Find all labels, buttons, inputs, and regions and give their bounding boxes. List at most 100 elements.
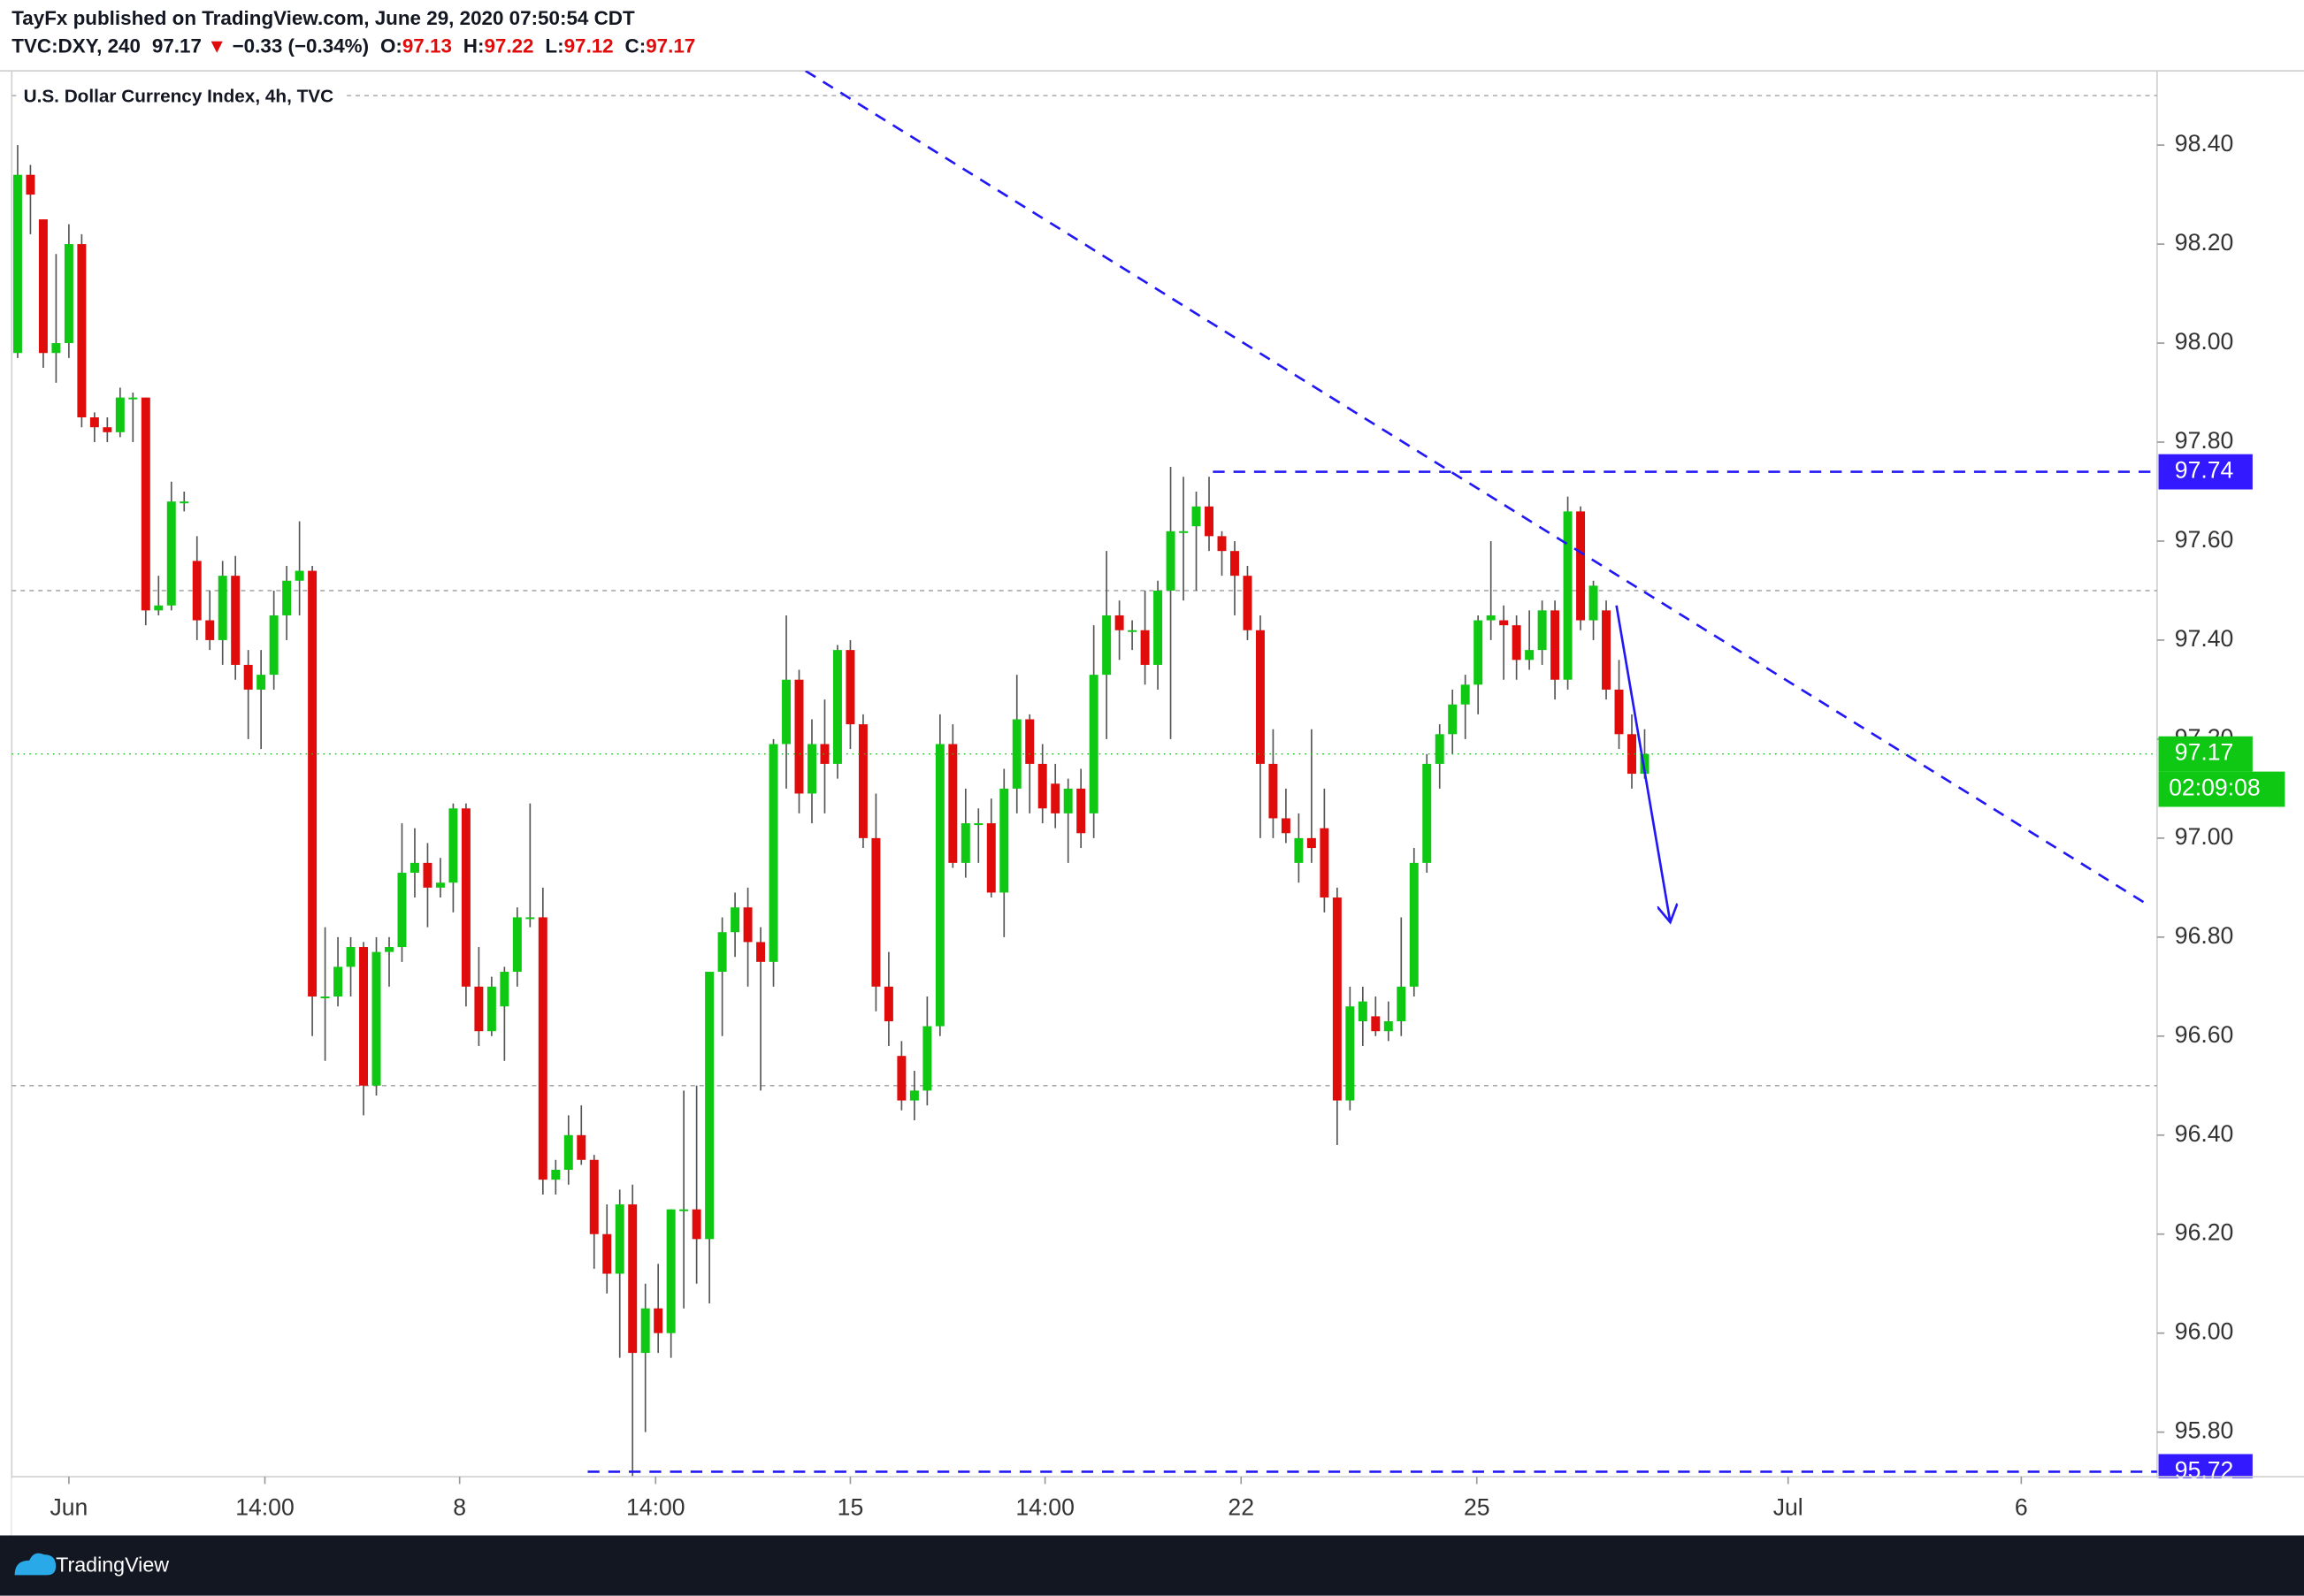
last-price: 97.17 [152, 34, 202, 57]
candle-body [1537, 610, 1547, 651]
logo-icon [14, 1553, 57, 1576]
candle-body [1550, 610, 1560, 680]
candle-body [448, 808, 458, 883]
chart-title: U.S. Dollar Currency Index, 4h, TVC [24, 87, 334, 107]
candle-body [1076, 788, 1086, 834]
candle-body [1409, 862, 1419, 987]
candle-body [1229, 551, 1239, 577]
x-tick-label: 8 [453, 1494, 466, 1521]
candle-body [38, 219, 48, 354]
candle-body [628, 1204, 638, 1354]
candle-body [218, 576, 227, 640]
candle-body [1268, 763, 1278, 819]
candle-body [410, 862, 419, 874]
candle-body [243, 664, 253, 690]
publisher-line: TayFx published on TradingView.com, June… [11, 7, 635, 29]
candle-body [897, 1056, 907, 1101]
candle-body [359, 947, 369, 1086]
y-tick-label: 97.80 [2175, 427, 2234, 454]
candle-body [205, 620, 215, 640]
candle-body [705, 972, 715, 1240]
candle-body [1627, 734, 1636, 775]
candle-body [26, 174, 35, 195]
candle-body [871, 837, 881, 987]
candle-body [1037, 763, 1047, 809]
last-price-badge [2158, 736, 2253, 772]
y-tick-label: 95.80 [2175, 1417, 2234, 1444]
candle-body [397, 873, 407, 948]
candle-body [1205, 506, 1213, 537]
candle-body [154, 605, 164, 611]
candle-body [717, 932, 727, 973]
candle-body [1255, 630, 1265, 764]
candle-body [1435, 734, 1444, 764]
candle-body [602, 1233, 612, 1274]
candle-body [1166, 531, 1175, 591]
candle-body [115, 397, 125, 432]
candle-body [769, 744, 778, 962]
close-value: 97.17 [646, 34, 695, 57]
candle-body [1243, 576, 1252, 630]
candle-body [1153, 590, 1163, 665]
candle-body [77, 244, 87, 418]
low-label: L: [545, 34, 563, 57]
price-badge [2158, 454, 2253, 490]
candle-body [1217, 536, 1227, 552]
candle-body [756, 942, 766, 962]
change-arrow: ▼ [207, 34, 226, 57]
candle-body [423, 862, 432, 888]
candle-body [1371, 1016, 1381, 1032]
candle-body [986, 823, 996, 893]
candle-body [180, 501, 189, 504]
candle-body [538, 917, 547, 1180]
candle-body [486, 986, 496, 1032]
candle-body [474, 986, 484, 1032]
candle-body [679, 1209, 689, 1211]
y-tick-label: 98.20 [2175, 229, 2234, 256]
y-tick-label: 96.00 [2175, 1318, 2234, 1345]
countdown-label: 02:09:08 [2169, 775, 2260, 801]
candle-body [461, 808, 471, 987]
candle-body [615, 1204, 624, 1274]
candle-body [192, 561, 202, 621]
brand: TradingView [56, 1554, 169, 1577]
candle-body [999, 788, 1009, 893]
candle-body [1320, 828, 1329, 898]
candle-body [961, 823, 970, 863]
x-tick-label: 25 [1464, 1494, 1490, 1521]
candle-body [1422, 763, 1432, 863]
candle-body [103, 427, 112, 432]
candle-body [1179, 531, 1189, 533]
low-value: 97.12 [564, 34, 614, 57]
candle-body [948, 744, 958, 863]
price-axis: 95.8096.0096.2096.4096.6096.8097.0097.20… [2156, 130, 2285, 1490]
candle-body [577, 1134, 586, 1160]
candle-body [1191, 506, 1201, 527]
candle-body [89, 417, 99, 428]
candle-body [922, 1026, 932, 1091]
candle-body [654, 1308, 663, 1333]
candle-body [808, 744, 816, 794]
countdown-badge [2158, 771, 2285, 807]
candle-body [1063, 788, 1073, 813]
candle-body [1499, 620, 1509, 626]
candle-body [1486, 615, 1496, 621]
candle-body [346, 947, 356, 967]
candle-body [1114, 615, 1124, 630]
y-tick-label: 96.60 [2175, 1021, 2234, 1048]
candle-body [231, 576, 241, 665]
candle-body [731, 907, 740, 933]
y-tick-label: 98.40 [2175, 130, 2234, 157]
candle-body [269, 615, 279, 676]
candle-body [256, 675, 266, 690]
candle-body [692, 1209, 701, 1240]
candle-body [1089, 675, 1098, 813]
candle-body [1306, 837, 1316, 849]
candle-body [935, 744, 945, 1027]
candle-body [308, 570, 318, 997]
x-tick-label: 14:00 [1015, 1494, 1075, 1521]
candle-body [884, 986, 893, 1022]
change: −0.33 (−0.34%) [233, 34, 369, 57]
candle-body [846, 650, 855, 725]
